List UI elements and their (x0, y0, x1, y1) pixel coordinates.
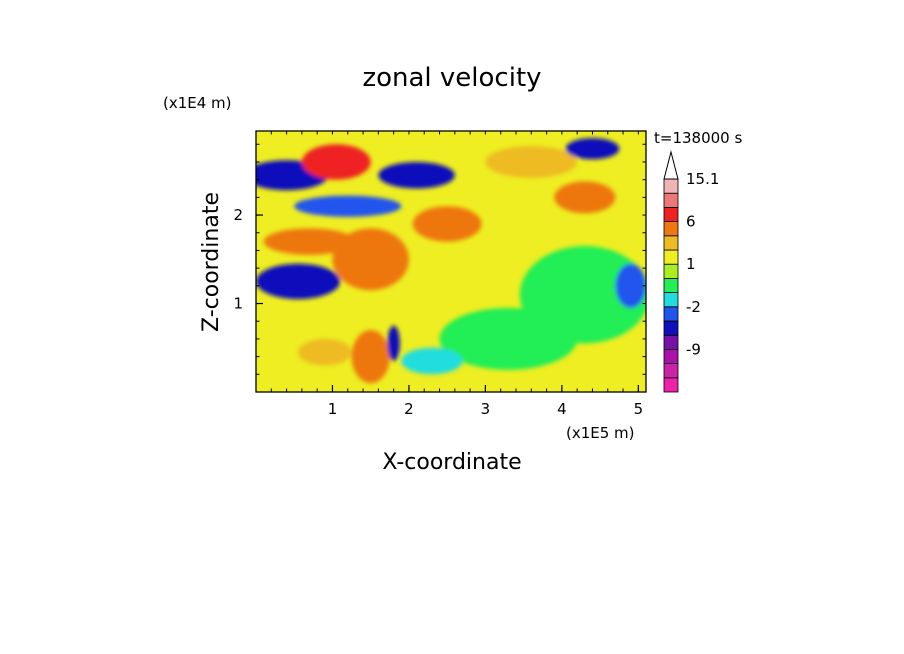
colorbar-level (663, 306, 679, 322)
y-tick-label: 2 (233, 206, 243, 224)
colorbar-label: -2 (686, 298, 701, 316)
field-blob (401, 347, 463, 375)
colorbar-level (663, 235, 679, 251)
x-tick-label: 4 (557, 400, 567, 418)
field-blob (378, 161, 455, 189)
colorbar-level (663, 277, 679, 293)
colorbar-label: -9 (686, 340, 701, 358)
field-blob (263, 228, 356, 255)
field-blob (565, 138, 620, 160)
field-blob (412, 206, 482, 242)
colorbar-level (663, 363, 679, 379)
colorbar-overflow-triangle (663, 150, 679, 180)
velocity-field (256, 131, 646, 392)
chart-title: zonal velocity (362, 63, 541, 93)
x-axis-label: X-coordinate (382, 450, 521, 475)
field-blob (298, 338, 352, 366)
field-blob (332, 228, 409, 291)
colorbar-level (663, 320, 679, 336)
x-tick-label: 1 (328, 400, 338, 418)
colorbar-label: 15.1 (686, 170, 719, 188)
y-tick-label: 1 (233, 295, 243, 313)
colorbar-level (663, 249, 679, 265)
plot-frame (255, 130, 647, 393)
field-blob (387, 325, 400, 362)
field-blob (439, 307, 578, 370)
x-tick-label: 5 (634, 400, 644, 418)
colorbar-level (663, 221, 679, 237)
colorbar-level (663, 348, 679, 364)
colorbar-label: 6 (686, 213, 696, 231)
colorbar-level (663, 377, 679, 393)
field-blob (301, 144, 371, 180)
y-unit-label: (x1E4 m) (163, 94, 232, 112)
colorbar-level (663, 206, 679, 222)
x-tick-label: 2 (404, 400, 414, 418)
colorbar: -9 -2 1 6 15.1 (663, 150, 719, 393)
field-blob (256, 263, 341, 300)
colorbar-level (663, 263, 679, 279)
x-axis: 1 2 3 4 5 (270, 131, 644, 418)
colorbar-level (663, 334, 679, 350)
time-label: t=138000 s (654, 129, 742, 147)
colorbar-level (663, 192, 679, 208)
field-blob (485, 146, 578, 178)
y-axis-label: Z-coordinate (199, 192, 224, 332)
colorbar-label: 1 (686, 255, 696, 273)
field-blob (351, 330, 390, 384)
field-blob (615, 263, 646, 308)
field-blob (294, 195, 402, 217)
colorbar-level (663, 292, 679, 308)
y-axis: 12 (233, 143, 646, 375)
x-unit-label: (x1E5 m) (566, 424, 635, 442)
field-blob (554, 181, 616, 214)
colorbar-level (663, 178, 679, 194)
x-tick-label: 3 (481, 400, 491, 418)
